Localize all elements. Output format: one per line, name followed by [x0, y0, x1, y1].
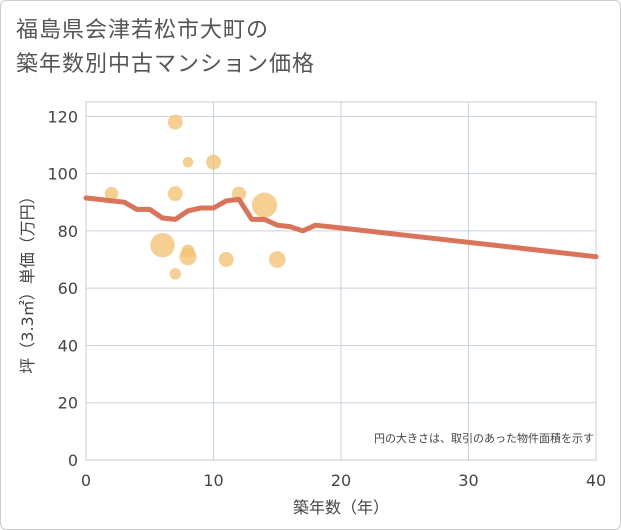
data-bubble [182, 156, 194, 168]
trend-line [83, 195, 599, 260]
y-axis-label: 坪（3.3㎡）単価（万円） [18, 188, 37, 373]
data-bubble [268, 251, 286, 268]
chart-title: 福島県会津若松市大町の 築年数別中古マンション価格 [16, 14, 315, 82]
data-bubble [206, 154, 221, 170]
y-tick-label: 20 [58, 394, 78, 413]
y-tick-label: 80 [58, 222, 78, 241]
data-bubble [167, 186, 183, 202]
data-bubble [179, 248, 197, 266]
data-bubble [231, 186, 247, 201]
x-tick-label: 10 [203, 471, 223, 490]
y-tick-label: 60 [58, 279, 78, 298]
size-note: 円の大きさは、取引のあった物件面積を示す [374, 431, 594, 445]
data-bubble [104, 186, 119, 201]
y-tick-label: 120 [47, 107, 78, 126]
bubbles [104, 114, 286, 280]
x-tick-label: 0 [81, 471, 91, 490]
chart-title-line2: 築年数別中古マンション価格 [16, 52, 316, 77]
y-tick-label: 100 [47, 165, 78, 184]
x-tick-label: 30 [458, 471, 478, 490]
x-axis-label: 築年数（年） [293, 498, 389, 517]
chart-title-line1: 福島県会津若松市大町の [16, 18, 270, 43]
data-bubble [218, 252, 234, 267]
x-tick-label: 20 [331, 471, 351, 490]
data-bubble [251, 192, 278, 218]
y-tick-label: 40 [58, 336, 78, 355]
data-bubble [167, 114, 183, 130]
y-tick-label: 0 [68, 451, 78, 470]
x-tick-label: 40 [586, 471, 606, 490]
axis-ticks: 0 10 20 30 40 0 20 40 60 80 100 120 [47, 107, 606, 490]
data-bubble [169, 268, 181, 280]
data-bubble [150, 232, 175, 258]
